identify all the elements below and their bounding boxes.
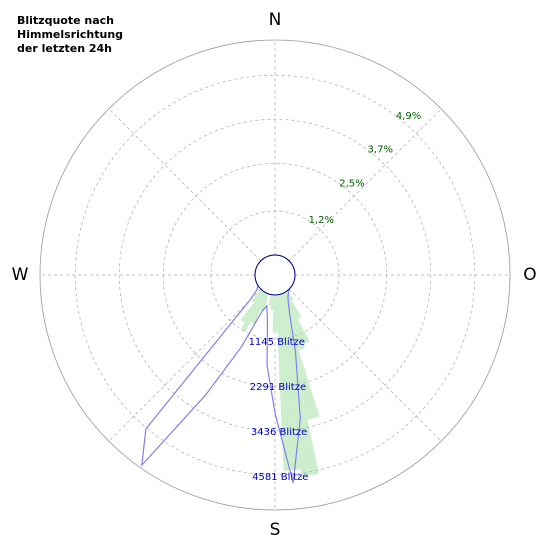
tick-label: 4581 Blitze bbox=[252, 472, 308, 483]
tick-label: 3,7% bbox=[368, 145, 393, 156]
tick-label: 1,2% bbox=[309, 215, 334, 226]
tick-label: 2,5% bbox=[339, 178, 364, 189]
direction-label: S bbox=[270, 520, 281, 540]
center-hole bbox=[255, 255, 295, 295]
direction-label: O bbox=[523, 265, 536, 285]
chart-title: Blitzquote nach bbox=[17, 14, 114, 27]
tick-label: 2291 Blitze bbox=[250, 382, 306, 393]
tick-label: 4,9% bbox=[396, 111, 421, 122]
chart-title: Himmelsrichtung bbox=[17, 28, 123, 41]
direction-label: W bbox=[12, 265, 29, 285]
chart-title: der letzten 24h bbox=[17, 42, 112, 55]
direction-label: N bbox=[269, 10, 282, 30]
tick-label: 3436 Blitze bbox=[251, 427, 307, 438]
tick-label: 1145 Blitze bbox=[249, 337, 305, 348]
